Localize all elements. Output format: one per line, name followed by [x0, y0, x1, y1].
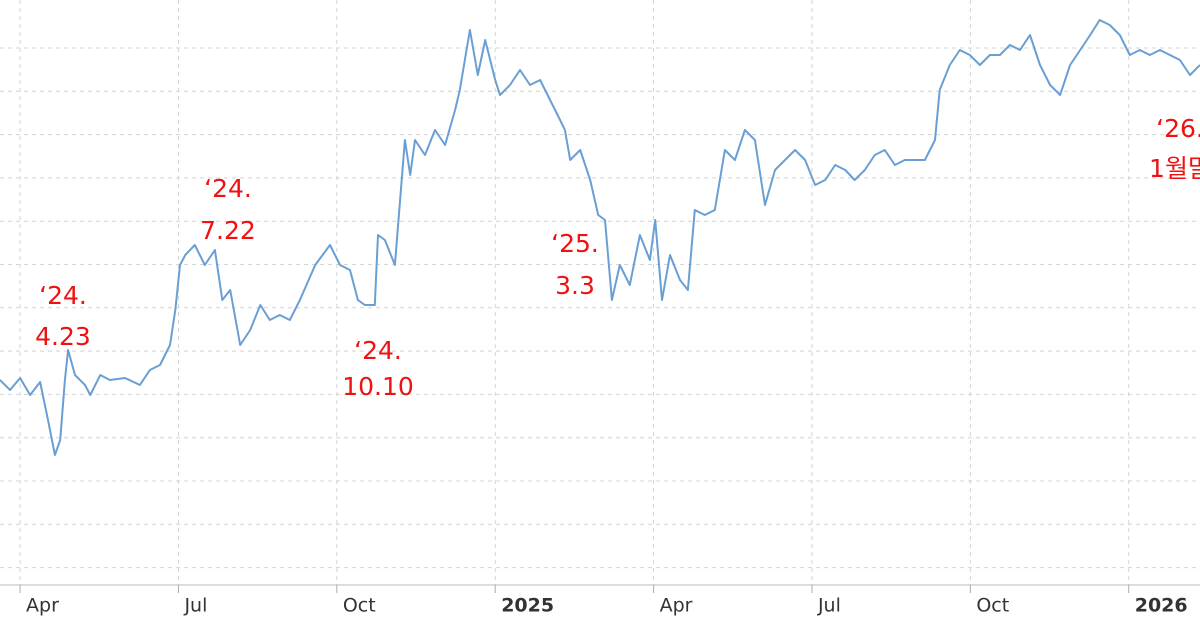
annotation: ‘26. — [1156, 114, 1200, 143]
annotation: ‘24. — [204, 174, 252, 203]
annotation: ‘24. — [354, 336, 402, 365]
annotation: 4.23 — [35, 322, 91, 351]
annotation: 3.3 — [555, 271, 595, 300]
x-tick-label: Jul — [183, 595, 207, 617]
x-tick-label: 2026 — [1135, 595, 1188, 617]
x-tick-label: Jul — [817, 595, 841, 617]
annotation: 10.10 — [342, 372, 414, 401]
x-tick-label: Oct — [976, 595, 1009, 617]
x-tick-label: 2025 — [501, 595, 554, 617]
line — [0, 19, 1200, 456]
annotation: 1월말 — [1149, 154, 1200, 183]
x-tick-label: Oct — [343, 595, 376, 617]
x-tick-label: Apr — [660, 595, 693, 617]
annotation: ‘25. — [551, 229, 599, 258]
annotation: ‘24. — [39, 281, 87, 310]
annotation: 7.22 — [200, 216, 256, 245]
x-tick-label: Apr — [26, 595, 59, 617]
